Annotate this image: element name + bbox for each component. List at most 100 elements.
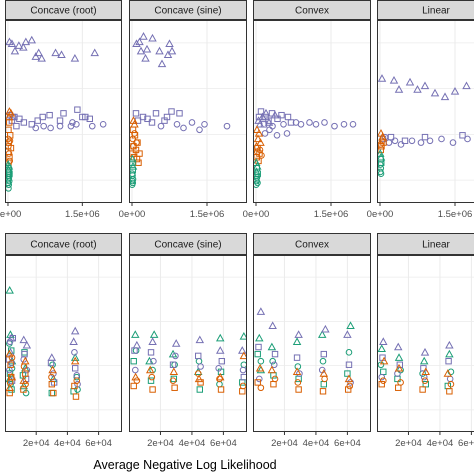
data-point-square <box>144 115 151 123</box>
data-point-circle <box>408 137 416 145</box>
data-point-square <box>169 361 177 368</box>
data-point-square <box>71 382 78 390</box>
data-point-triangle <box>131 372 140 381</box>
data-point-triangle <box>462 81 471 90</box>
data-point-circle <box>421 377 429 384</box>
data-point-circle <box>269 357 276 365</box>
panel-background <box>377 255 474 432</box>
x-tick-label: 1.5e+06 <box>190 209 225 220</box>
data-point-triangle <box>445 340 454 349</box>
data-point-triangle <box>70 54 80 62</box>
data-point-square <box>421 133 429 141</box>
data-point-triangle <box>69 337 78 345</box>
data-point-triangle <box>344 374 354 383</box>
data-point-triangle <box>238 346 247 354</box>
data-point-square <box>34 117 41 124</box>
data-point-square <box>255 113 263 121</box>
data-point-circle <box>69 119 76 126</box>
data-point-circle <box>22 380 29 388</box>
data-point-square <box>344 386 352 393</box>
x-tick-label: 4e+04 <box>427 438 454 449</box>
data-point-triangle <box>149 330 159 338</box>
data-point-triangle <box>294 330 303 338</box>
data-point-circle <box>297 121 305 128</box>
x-tick-label: 6e+04 <box>85 438 112 449</box>
data-point-triangle <box>70 326 80 335</box>
data-point-circle <box>239 382 247 390</box>
data-point-triangle <box>346 321 355 330</box>
data-point-triangle <box>379 356 389 365</box>
data-point-triangle <box>148 337 157 345</box>
data-point-circle <box>173 121 181 128</box>
data-point-triangle <box>216 346 225 354</box>
data-point-circle <box>131 366 139 374</box>
data-point-circle <box>216 375 223 383</box>
data-point-circle <box>294 379 302 386</box>
data-point-square <box>254 379 261 386</box>
data-point-circle <box>50 370 57 377</box>
data-point-square <box>171 384 178 391</box>
data-point-square <box>72 365 79 372</box>
facet-strip <box>5 233 122 255</box>
data-point-triangle <box>377 344 386 353</box>
x-tick-label: 6e+04 <box>458 438 474 449</box>
data-point-triangle <box>440 92 450 101</box>
data-point-square <box>72 393 80 400</box>
facet-strip-label: Convex <box>295 240 329 251</box>
data-point-triangle <box>7 39 17 48</box>
data-point-triangle <box>443 369 453 377</box>
data-point-square <box>401 137 409 144</box>
panel-border <box>377 20 474 203</box>
data-point-triangle <box>19 335 28 344</box>
data-point-square <box>20 119 28 126</box>
data-point-square <box>195 352 202 360</box>
data-point-circle <box>391 137 399 145</box>
data-point-square <box>22 370 29 377</box>
data-point-triangle <box>267 342 277 351</box>
data-point-triangle <box>267 365 277 374</box>
data-point-triangle <box>131 330 140 338</box>
data-point-triangle <box>129 161 138 170</box>
data-point-circle <box>397 141 405 148</box>
data-point-triangle <box>22 340 32 349</box>
data-point-triangle <box>255 333 264 342</box>
data-point-circle <box>464 135 471 143</box>
data-point-triangle <box>5 285 14 294</box>
x-tick-label: 0e+00 <box>119 209 146 220</box>
data-point-square <box>295 386 302 393</box>
x-tick-label: 6e+04 <box>334 438 361 449</box>
data-point-triangle <box>379 337 388 345</box>
data-point-square <box>46 111 53 119</box>
data-point-square <box>130 358 137 365</box>
panel-background <box>5 255 122 432</box>
data-point-circle <box>270 361 278 369</box>
facet-strip-label: Linear <box>422 240 450 251</box>
data-point-circle <box>8 354 16 361</box>
data-point-triangle <box>70 353 80 361</box>
data-point-circle <box>133 139 140 146</box>
data-point-square <box>395 384 402 391</box>
data-point-square <box>135 159 142 166</box>
data-point-triangle <box>420 347 430 356</box>
data-point-circle <box>426 137 434 145</box>
data-point-triangle <box>145 365 155 374</box>
data-point-circle <box>280 121 287 128</box>
data-point-triangle <box>256 307 266 315</box>
data-point-triangle <box>268 321 277 330</box>
data-point-circle <box>133 377 141 384</box>
data-point-circle <box>129 142 137 150</box>
data-point-circle <box>379 377 387 384</box>
data-point-square <box>345 361 353 368</box>
x-tick-label: 4e+04 <box>54 438 81 449</box>
data-point-square <box>271 350 279 358</box>
data-point-square <box>445 358 452 365</box>
data-point-square <box>7 361 14 368</box>
data-point-circle <box>306 119 313 126</box>
data-point-triangle <box>171 339 181 347</box>
data-point-triangle <box>253 134 263 143</box>
data-point-triangle <box>27 35 37 44</box>
x-tick-label: 2e+04 <box>23 438 50 449</box>
data-point-circle <box>377 361 385 369</box>
data-point-square <box>48 381 55 388</box>
data-point-square <box>20 386 27 393</box>
